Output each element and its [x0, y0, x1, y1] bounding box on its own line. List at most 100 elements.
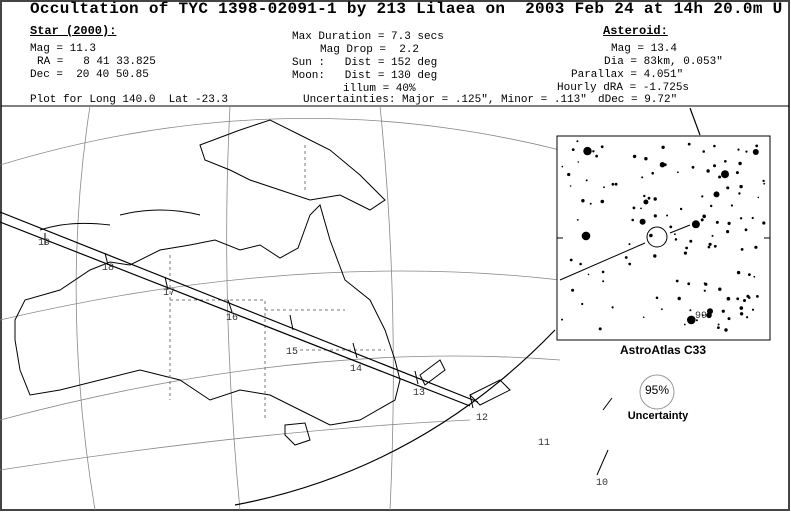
star: [752, 149, 759, 155]
star: [611, 182, 615, 186]
star: [669, 225, 673, 229]
star: [713, 164, 716, 168]
star: [739, 312, 744, 316]
star: [653, 254, 657, 258]
star: [710, 204, 713, 208]
star: [643, 194, 646, 198]
star: [739, 217, 743, 220]
star: [703, 282, 706, 285]
star: [674, 233, 676, 236]
hour-label: 19: [38, 238, 50, 249]
star: [700, 218, 704, 222]
ddec: dDec = 9.72": [598, 94, 678, 106]
star: [708, 310, 712, 315]
star: [576, 140, 579, 143]
hour-label: 11: [538, 438, 550, 449]
star: [647, 196, 651, 200]
star: [677, 296, 681, 301]
star: [674, 238, 678, 241]
star: [701, 314, 704, 317]
star: [708, 316, 711, 319]
asteroid-heading: Asteroid:: [603, 24, 668, 38]
star: [755, 144, 759, 148]
star: [745, 150, 748, 153]
star: [679, 207, 683, 211]
hour-tick: [469, 394, 474, 409]
hour-label: 16: [226, 313, 238, 324]
hour-label: 17: [163, 288, 175, 299]
star: [643, 199, 649, 205]
star: [721, 309, 725, 313]
star: [569, 258, 573, 262]
star: [743, 299, 746, 302]
star: [687, 315, 696, 325]
star: [730, 204, 734, 207]
hour-tick: [596, 449, 609, 476]
star: [702, 150, 705, 153]
star: [583, 146, 592, 156]
star: [600, 199, 605, 204]
sun-dist: Sun : Dist = 152 deg: [292, 57, 438, 69]
star: [748, 273, 751, 276]
hour-labels: 19 18 17 16 15 14 13 12 11 10: [38, 238, 608, 489]
star: [581, 302, 584, 306]
star: [702, 214, 706, 219]
star: [661, 308, 663, 311]
star: [762, 221, 766, 225]
star: [614, 182, 618, 186]
star: [726, 230, 730, 234]
star: [611, 306, 614, 309]
star: [763, 182, 766, 185]
star: [727, 221, 731, 225]
mag-drop: Mag Drop = 2.2: [320, 44, 420, 56]
star: [738, 192, 741, 195]
star-ra: RA = 8 41 33.825: [37, 56, 156, 68]
star: [744, 228, 748, 232]
star: [715, 220, 719, 224]
star: [632, 206, 636, 210]
chart-crosshair: [557, 224, 770, 281]
star: [595, 154, 598, 158]
star: [737, 148, 740, 151]
uncertainty-percent: 95%: [645, 383, 669, 397]
star: [746, 294, 750, 298]
star: [683, 251, 688, 255]
star: [718, 175, 722, 179]
star: [581, 231, 591, 241]
hour-tick: [352, 342, 358, 359]
star: [639, 218, 646, 225]
hour-tick: [414, 370, 419, 385]
star: [754, 245, 758, 249]
star: [571, 148, 575, 152]
star: [726, 296, 731, 301]
star: [724, 328, 728, 332]
star: [600, 145, 604, 149]
plot-for: Plot for Long 140.0 Lat -23.3: [30, 94, 229, 106]
uncertainty-circle: [639, 374, 675, 410]
hour-label: 13: [413, 388, 425, 399]
star: [571, 288, 575, 292]
star-dec: Dec = 20 40 50.85: [30, 69, 149, 81]
star: [577, 161, 580, 163]
star: [655, 296, 659, 300]
star: [717, 323, 720, 326]
star-chart-label: 99: [695, 311, 707, 322]
star: [585, 179, 588, 182]
hour-tick: [602, 397, 613, 411]
star: [727, 317, 731, 321]
star: [569, 185, 572, 187]
hour-ticks: [44, 233, 613, 476]
hour-tick: [104, 252, 109, 266]
star: [689, 239, 693, 243]
uncertainties: Uncertainties: Major = .125", Minor = .1…: [303, 94, 587, 106]
hour-tick: [289, 314, 294, 331]
star: [703, 289, 706, 292]
moon-dist: Moon: Dist = 130 deg: [292, 70, 438, 82]
star: [675, 279, 679, 283]
star: [739, 184, 743, 189]
star: [687, 142, 691, 146]
star: [746, 316, 749, 319]
hour-label: 12: [476, 413, 488, 424]
star: [661, 145, 665, 149]
